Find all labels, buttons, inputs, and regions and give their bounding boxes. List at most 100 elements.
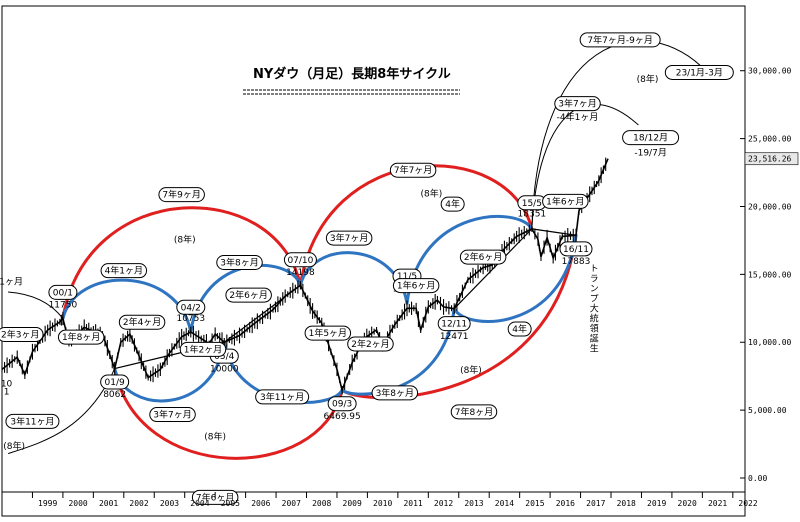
annotation-label: 4年 (445, 198, 460, 210)
label-badge (507, 321, 532, 337)
annotation-label: 7年7ヶ月 (394, 164, 432, 176)
annotation-label: 10753 (176, 314, 205, 324)
annotation-label: 14198 (286, 268, 315, 278)
chart-title: NYダウ（月足）長期8年サイクル (253, 66, 451, 82)
label-badge (0, 326, 44, 342)
annotation-label: 2年6ヶ月 (464, 251, 502, 263)
label-badge (327, 396, 357, 412)
cycle-arc-blue (452, 233, 578, 323)
projection-arc (531, 40, 712, 229)
label-badge (255, 389, 310, 405)
y-tick-label: 0.00 (748, 474, 767, 483)
x-tick-label: 2020 (678, 499, 697, 508)
annotation-label: 3年11ヶ月 (260, 391, 304, 403)
annotation-label: 11750 (49, 301, 78, 311)
x-tick-label: 2009 (343, 499, 362, 508)
annotation-label: (8年) (3, 440, 25, 452)
label-badge (118, 314, 166, 330)
label-badge (179, 341, 227, 357)
x-tick-label: 2016 (556, 499, 575, 508)
x-tick-label: 2015 (525, 499, 544, 508)
x-tick-label: 2008 (312, 499, 331, 508)
label-badge (57, 329, 105, 345)
trend-line (453, 228, 533, 310)
annotation-label: 05/4 (214, 352, 234, 362)
annotation-label: (8年) (204, 430, 226, 442)
annotation-label: 1年8ヶ月 (62, 331, 100, 343)
annotation-label: 1年6ヶ月 (397, 280, 435, 292)
cycle-arc-red (340, 233, 578, 400)
annotation-label: 12/11 (441, 320, 467, 330)
trend-line (531, 228, 577, 236)
annotation-label: 3年8ヶ月 (376, 387, 414, 399)
trump-note: トランプ大統領誕生 (588, 264, 599, 354)
label-badge (347, 336, 394, 352)
x-tick-label: 2021 (708, 499, 727, 508)
annotation-label: 2年2ヶ月 (351, 338, 389, 350)
annotation-label: 4年1ヶ月 (105, 265, 143, 277)
annotation-label: -4年1ヶ月 (557, 111, 599, 123)
label-badge (392, 278, 440, 294)
x-tick-label: 2013 (464, 499, 483, 508)
x-tick-label: 2004 (190, 499, 209, 508)
annotation-label: (8年) (637, 73, 659, 85)
label-badge (542, 193, 589, 209)
annotation-label: 1年2ヶ月 (184, 343, 222, 355)
x-tick-label: 2001 (99, 499, 118, 508)
annotation-label: 4年 (512, 323, 527, 335)
annotation-label: 1ヶ月 (0, 277, 23, 288)
label-badge (371, 385, 419, 401)
cycle-arc-red (61, 206, 302, 320)
x-tick-label: 2014 (495, 499, 514, 508)
label-badge (459, 249, 507, 265)
annotation-label: 6469.95 (324, 412, 361, 422)
annotation-label: 23/1月-3月 (676, 67, 723, 78)
annotation-label: 15/5 (522, 199, 542, 209)
current-value-box (744, 152, 799, 166)
label-badge (664, 64, 734, 80)
annotation-label: 3年7ヶ月 (330, 232, 368, 244)
label-badge (559, 241, 593, 257)
x-tick-label: 1999 (38, 499, 57, 508)
annotation-label: 04/2 (181, 303, 201, 313)
label-badge (579, 32, 661, 48)
x-tick-label: 2002 (129, 499, 148, 508)
current-value-label: 23,516.26 (748, 155, 792, 164)
annotation-label: (8年) (460, 364, 482, 376)
x-tick-label: 2022 (738, 499, 757, 508)
x-tick-label: 2003 (160, 499, 179, 508)
y-tick-label: 25,000.00 (748, 135, 792, 144)
annotation-label: 3年7ヶ月 (153, 409, 191, 421)
cycle-arc-red (113, 367, 344, 460)
label-badge (100, 263, 148, 279)
y-tick-label: 20,000.00 (748, 202, 792, 211)
annotation-label: 09/3 (332, 400, 352, 410)
label-badge (158, 187, 205, 203)
projection-arc (8, 291, 64, 319)
annotation-label: 16/11 (563, 245, 589, 255)
x-tick-label: 2018 (617, 499, 636, 508)
annotation-label: 00/1 (53, 288, 73, 298)
y-tick-label: 10,000.00 (748, 338, 792, 347)
x-tick-label: 2017 (586, 499, 605, 508)
label-badge (225, 287, 272, 303)
projection-arc (531, 103, 639, 229)
label-badge (216, 255, 263, 271)
annotation-label: 3年8ヶ月 (220, 257, 258, 269)
annotation-label: 7年8ヶ月 (455, 406, 493, 418)
plot-frame (1, 5, 746, 517)
label-badge (5, 413, 60, 429)
label-badge (389, 162, 437, 178)
annotation-label: (8年) (174, 233, 196, 245)
label-badge (283, 252, 317, 268)
label-badge (100, 374, 130, 390)
x-tick-label: 2000 (68, 499, 87, 508)
x-tick-label: 2012 (434, 499, 453, 508)
annotation-label: 07/10 (287, 256, 313, 266)
label-badge (149, 407, 196, 423)
x-tick-label: 2019 (647, 499, 666, 508)
y-tick-label: 5,000.00 (748, 406, 787, 415)
x-tick-label: 2006 (251, 499, 270, 508)
x-tick-label: 2007 (282, 499, 301, 508)
